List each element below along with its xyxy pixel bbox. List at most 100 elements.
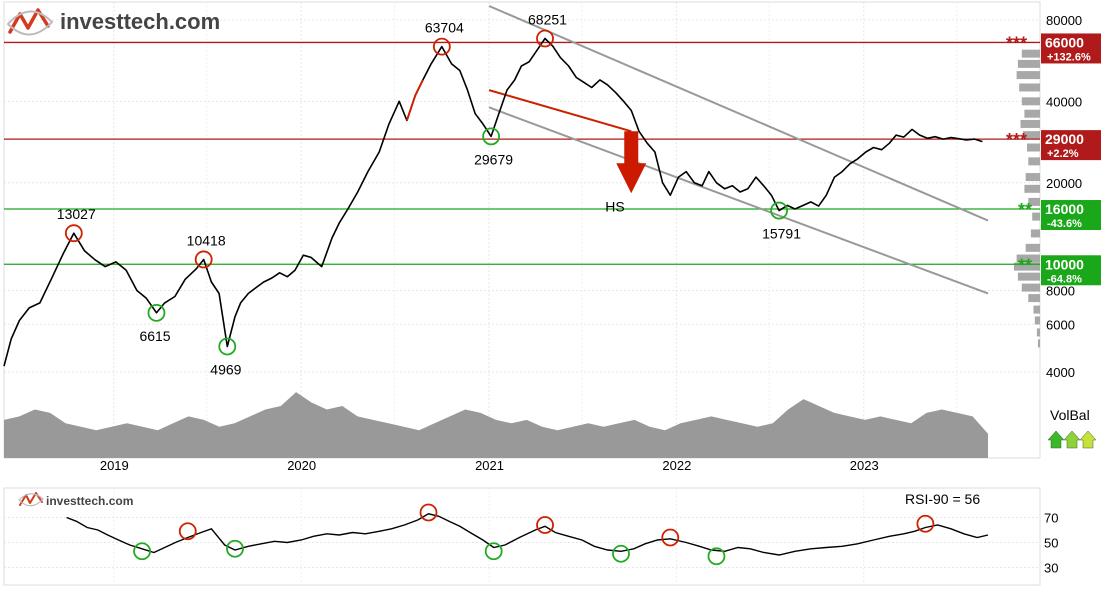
x-tick-label: 2023 [850, 458, 879, 473]
trend-channel-lower [488, 106, 989, 295]
volume-profile-bar [1021, 97, 1040, 106]
volume-profile-bar [1016, 254, 1040, 263]
support-stars: ** [1018, 255, 1032, 275]
volume-profile-bar [1014, 262, 1040, 271]
rsi-bottom-marker [707, 547, 726, 566]
volume-profile-bar [1033, 305, 1040, 314]
bottom-marker [482, 127, 501, 146]
hs-neckline [488, 89, 632, 133]
resistance-label-box [1041, 33, 1101, 64]
rsi-title: RSI-90 = 56 [905, 491, 980, 507]
volume-profile-bar [1019, 83, 1040, 92]
resistance-stars: *** [1006, 33, 1027, 53]
brand-name: investtech.com [60, 9, 220, 34]
volume-profile-bar [1028, 294, 1040, 303]
up-arrow-icon [1063, 430, 1081, 449]
logo-ring-small-icon [18, 493, 44, 507]
y-tick-label: 8000 [1046, 283, 1075, 298]
up-arrow-icon [1047, 430, 1065, 449]
volbal-label: VolBal [1050, 407, 1090, 423]
main-panel-bg [3, 1, 1041, 459]
rsi-bottom-marker [612, 544, 630, 563]
volume-profile-bar [1025, 173, 1040, 182]
volume-profile-bar [1024, 184, 1040, 193]
rsi-top-marker [916, 514, 935, 533]
pattern-label: HS [605, 198, 624, 214]
volume-profile-bar [1037, 339, 1040, 348]
resistance-stars: *** [1006, 130, 1027, 150]
volume-profile-bar [1016, 71, 1040, 80]
rsi-bottom-marker [226, 539, 244, 558]
support-label-box [1041, 200, 1101, 231]
volume-profile-bar [1021, 283, 1040, 292]
volume-profile-bar [1028, 197, 1040, 206]
resistance-label-box [1041, 130, 1101, 161]
price-line-highlight [405, 79, 424, 121]
volume-profile-bar [1034, 316, 1040, 325]
extreme-value-label: 15791 [762, 226, 801, 242]
extreme-value-label: 29679 [474, 151, 513, 167]
volume-profile-bar [1017, 59, 1040, 68]
brand-logo-small[interactable]: investtech.com [18, 492, 133, 508]
y-tick-label: 80000 [1046, 13, 1082, 28]
extreme-value-label: 68251 [528, 12, 567, 28]
top-marker [64, 224, 83, 243]
extreme-value-label: 63704 [425, 20, 464, 36]
rsi-bottom-marker [484, 542, 503, 561]
top-marker [536, 29, 554, 48]
volume-profile-bar [1017, 272, 1040, 281]
brand-logo[interactable]: investtech.com [6, 6, 220, 38]
x-tick-label: 2020 [287, 458, 316, 473]
support-label-box [1041, 255, 1101, 286]
y-tick-label: 20000 [1046, 176, 1082, 191]
volume-profile-bar [1021, 49, 1040, 58]
support-pct-label: -64.8% [1047, 273, 1082, 285]
volume-profile-bar [1020, 119, 1040, 128]
volume-profile-bar [1023, 131, 1040, 140]
brand-name-small: investtech.com [46, 494, 133, 508]
logo-ring-icon [6, 10, 54, 36]
rsi-tick-label: 30 [1044, 561, 1058, 576]
top-marker [194, 250, 213, 269]
volume-profile-bar [1028, 157, 1040, 166]
x-tick-label: 2021 [475, 458, 504, 473]
rsi-top-marker [178, 522, 197, 541]
resistance-pct-label: +132.6% [1047, 51, 1091, 63]
support-level-label: 16000 [1045, 201, 1084, 217]
volume-profile-bar [1025, 243, 1040, 252]
bottom-marker [770, 201, 788, 220]
rsi-top-marker [419, 503, 438, 522]
volume-profile-bar [1036, 328, 1040, 337]
volume-profile-bar [1030, 229, 1040, 238]
support-level-label: 10000 [1045, 256, 1084, 272]
support-pct-label: -43.6% [1047, 218, 1082, 230]
y-tick-label: 40000 [1046, 94, 1082, 109]
rsi-top-marker [536, 516, 554, 534]
bottom-marker [147, 303, 166, 322]
rsi-bottom-marker [133, 542, 151, 561]
y-tick-label: 6000 [1046, 317, 1075, 332]
support-stars: ** [1018, 200, 1032, 220]
volume-profile-bar [1024, 109, 1040, 118]
extreme-value-label: 6615 [139, 328, 170, 344]
y-tick-label: 4000 [1046, 365, 1075, 380]
bottom-marker [218, 337, 237, 356]
logo-swoosh-icon [8, 8, 50, 34]
rsi-tick-label: 50 [1044, 536, 1058, 551]
signal-arrows [1047, 430, 1097, 449]
resistance-level-label: 29000 [1045, 131, 1084, 147]
rsi-tick-label: 70 [1044, 511, 1058, 526]
volume-balance-area [4, 392, 988, 458]
extreme-value-label: 4969 [210, 361, 241, 377]
resistance-pct-label: +2.2% [1047, 148, 1079, 160]
sell-arrow-icon [616, 131, 647, 194]
extreme-value-label: 10418 [187, 232, 226, 248]
extreme-value-label: 13027 [57, 206, 96, 222]
x-tick-label: 2019 [100, 458, 129, 473]
x-tick-label: 2022 [662, 458, 691, 473]
resistance-level-label: 66000 [1045, 34, 1084, 50]
up-arrow-icon [1079, 430, 1097, 449]
volume-profile-bar [1032, 212, 1040, 221]
rsi-top-marker [661, 528, 680, 547]
